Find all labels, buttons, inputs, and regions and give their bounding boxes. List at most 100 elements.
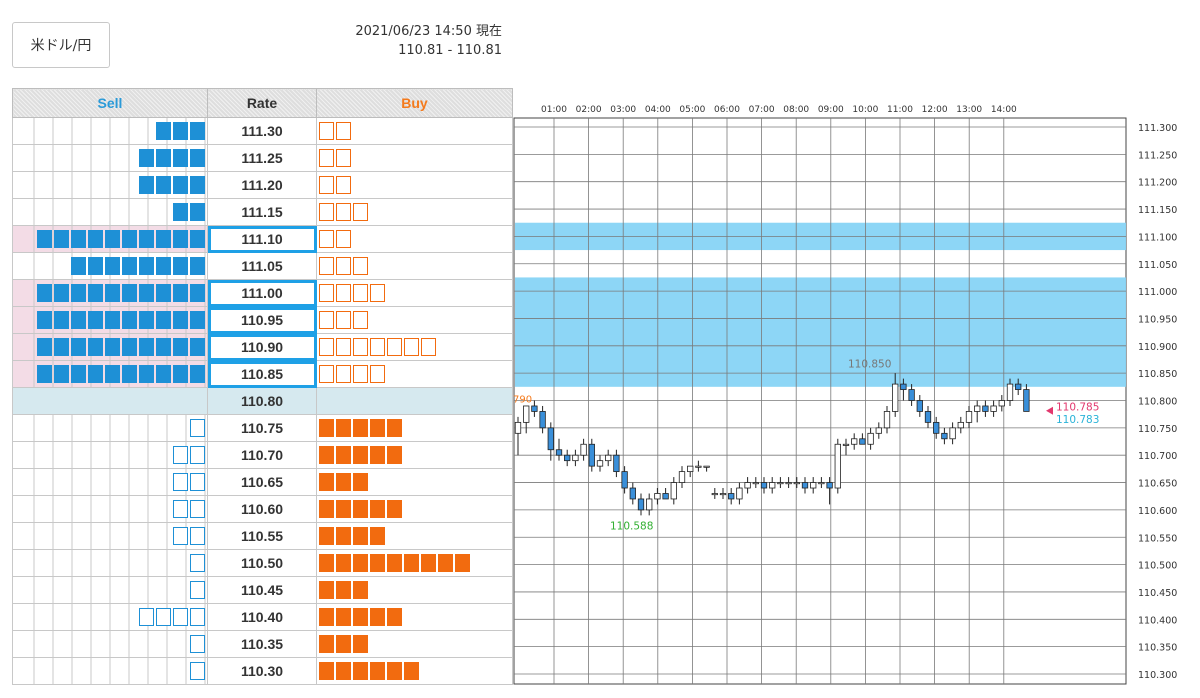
currency-pair-button[interactable]: 米ドル/円 [12, 22, 110, 68]
buy-position-block [336, 122, 351, 140]
buy-order-block [319, 473, 334, 491]
candle-body [801, 482, 809, 489]
time-label: 08:00 [783, 105, 809, 115]
rate-cell: 110.65 [207, 468, 317, 496]
sell-order-block [71, 338, 86, 356]
candle-body [703, 465, 710, 468]
rate-cell: 111.15 [207, 198, 317, 226]
rate-cell: 110.80 [207, 387, 317, 415]
candle-body [777, 482, 784, 485]
candle-body [605, 454, 612, 462]
sell-cell [12, 522, 208, 550]
buy-position-block [353, 203, 368, 221]
buy-order-block [336, 500, 351, 518]
buy-order-block [319, 527, 334, 545]
sell-order-block [190, 257, 205, 275]
buy-position-block [353, 284, 368, 302]
sell-order-block [156, 365, 171, 383]
sell-order-block [190, 230, 205, 248]
sell-cell [12, 360, 208, 388]
sell-order-block [71, 365, 86, 383]
candle-body [613, 454, 620, 473]
buy-order-block [336, 554, 351, 572]
candle-body [736, 487, 743, 500]
buy-order-block [353, 473, 368, 491]
low-price-label: 110.588 [610, 520, 653, 532]
order-book-row: 110.75 [12, 414, 513, 442]
y-tick-label: 111.050 [1138, 260, 1177, 271]
sell-order-block [190, 122, 205, 140]
order-book-row: 111.10 [12, 225, 513, 253]
sell-cell [12, 630, 208, 658]
sell-order-block [88, 365, 103, 383]
candle-body [965, 411, 973, 423]
sell-order-block [88, 338, 103, 356]
buy-position-block [336, 284, 351, 302]
buy-order-block [336, 446, 351, 464]
sell-order-block [71, 230, 86, 248]
rate-cell: 110.45 [207, 576, 317, 604]
y-tick-label: 110.350 [1138, 643, 1177, 654]
candle-body [523, 405, 530, 423]
candlestick-chart: 01:00 02:00 03:00 04:00 05:00 06:00 07:00 08:00… [513, 105, 1177, 685]
candle-body [900, 383, 907, 390]
buy-order-block [370, 662, 385, 680]
sell-order-block [173, 122, 188, 140]
sell-order-block [37, 284, 52, 302]
sell-order-block [156, 257, 171, 275]
sell-order-block [173, 257, 188, 275]
time-label: 09:00 [818, 105, 844, 115]
candle-body [564, 454, 571, 462]
order-book-row: 110.70 [12, 441, 513, 469]
buy-order-block [353, 500, 368, 518]
order-book-row: 110.40 [12, 603, 513, 631]
sell-position-block [173, 608, 188, 626]
candle-body [646, 498, 653, 511]
y-tick-label: 110.650 [1138, 479, 1177, 490]
sell-order-block [139, 311, 154, 329]
sell-position-block [190, 554, 205, 572]
buy-position-block [404, 338, 419, 356]
sell-order-block [37, 230, 52, 248]
buy-position-block [336, 203, 351, 221]
candle-body [752, 482, 759, 485]
sell-order-block [139, 230, 154, 248]
sell-order-block [139, 284, 154, 302]
sell-order-block [156, 176, 171, 194]
buy-cell [316, 468, 513, 496]
sell-order-block [156, 230, 171, 248]
sell-order-block [139, 149, 154, 167]
buy-position-block [421, 338, 436, 356]
buy-position-block [336, 176, 351, 194]
buy-order-block [319, 446, 334, 464]
sell-order-block [122, 257, 137, 275]
sell-order-block [173, 338, 188, 356]
y-tick-label: 110.850 [1138, 369, 1177, 380]
sell-order-block [54, 311, 69, 329]
sell-position-block [190, 662, 205, 680]
sell-position-block [173, 500, 188, 518]
buy-order-block [387, 554, 402, 572]
candle-body [883, 411, 891, 429]
sell-cell [12, 117, 208, 145]
left-edge-value-label: 790 [513, 395, 532, 406]
y-tick-label: 110.450 [1138, 588, 1177, 599]
candle-body [826, 482, 833, 489]
buy-column-header: Buy [316, 88, 513, 118]
candle-body [719, 493, 727, 496]
buy-order-block [319, 662, 334, 680]
sell-cell [12, 144, 208, 172]
buy-position-block [353, 311, 368, 329]
candle-body [728, 493, 735, 500]
buy-cell [316, 441, 513, 469]
sell-order-block [105, 230, 120, 248]
candle-body [1015, 383, 1022, 390]
y-tick-label: 110.500 [1138, 561, 1177, 572]
sell-order-block [37, 365, 52, 383]
candle-body [695, 465, 702, 468]
buy-order-block [336, 662, 351, 680]
sell-order-block [105, 338, 120, 356]
buy-order-block [353, 662, 368, 680]
buy-order-block [353, 608, 368, 626]
buy-position-block [336, 257, 351, 275]
